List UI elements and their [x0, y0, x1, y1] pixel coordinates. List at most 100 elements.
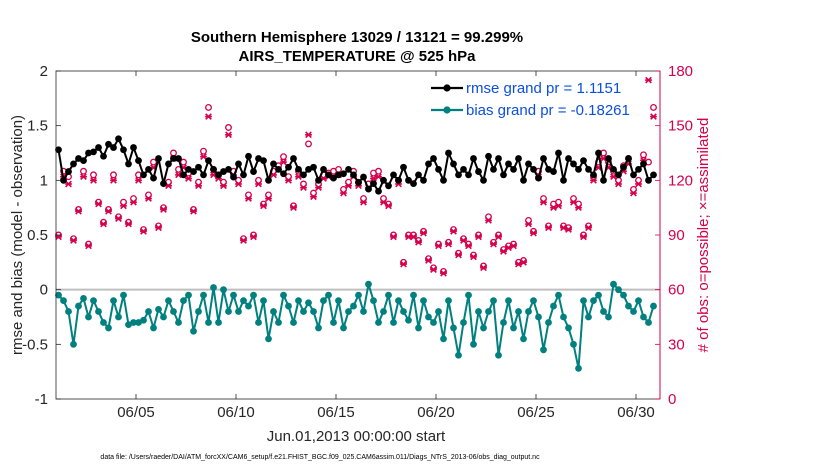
bias-point	[625, 302, 632, 310]
x-tick-label: 06/05	[117, 404, 155, 421]
rmse-point	[230, 173, 237, 181]
bias-point	[405, 316, 412, 324]
rmse-point	[210, 166, 217, 173]
bias-point	[470, 340, 477, 348]
rmse-point	[650, 171, 657, 179]
rmse-point	[280, 170, 287, 178]
obs-assimilated-point	[360, 198, 367, 206]
obs-assimilated-point	[510, 242, 517, 250]
obs-assimilated-point	[300, 184, 307, 191]
obs-assimilated-point	[290, 204, 297, 212]
bias-point	[80, 295, 87, 302]
bias-point	[465, 291, 472, 299]
obs-possible-point	[375, 167, 382, 175]
rmse-point	[425, 160, 432, 168]
obs-assimilated-point	[85, 242, 92, 250]
bias-point	[555, 291, 562, 299]
obs-assimilated-point	[465, 242, 472, 250]
y-tick-label: 0	[40, 282, 48, 299]
bias-point	[100, 319, 107, 326]
bias-point	[535, 313, 542, 321]
rmse-point	[515, 155, 522, 162]
rmse-point	[195, 163, 202, 171]
obs-assimilated-point	[495, 233, 502, 241]
obs-assimilated-point	[485, 217, 492, 224]
obs-assimilated-point	[420, 229, 427, 237]
bias-point	[95, 308, 102, 315]
bias-point	[170, 308, 177, 315]
obs-assimilated-point	[315, 184, 322, 191]
obs-assimilated-point	[425, 257, 432, 264]
bias-point	[320, 297, 327, 304]
obs-assimilated-point	[650, 113, 657, 120]
bias-point	[215, 319, 222, 326]
rmse-point	[500, 171, 507, 179]
bias-point	[560, 313, 567, 321]
obs-assimilated-point	[380, 198, 387, 206]
bias-point	[410, 291, 417, 299]
obs-possible-point	[640, 151, 647, 159]
obs-assimilated-point	[190, 207, 197, 215]
obs-assimilated-point	[280, 158, 287, 166]
bias-point	[430, 319, 437, 326]
bias-point	[230, 291, 237, 299]
bias-point	[550, 302, 557, 310]
x-axis-label: Jun.01,2013 00:00:00 start	[267, 428, 446, 445]
bias-point	[375, 319, 382, 326]
rmse-point	[115, 135, 122, 143]
obs-assimilated-point	[540, 198, 547, 206]
obs-assimilated-point	[80, 173, 87, 181]
bias-point	[630, 308, 637, 315]
obs-assimilated-point	[385, 202, 392, 210]
rmse-point	[170, 155, 177, 162]
obs-assimilated-point	[470, 253, 477, 261]
bias-point	[285, 302, 292, 310]
rmse-point	[475, 168, 482, 175]
rmse-point	[80, 157, 87, 165]
bias-point	[60, 297, 67, 304]
rmse-point	[275, 166, 282, 173]
rmse-point	[590, 171, 597, 179]
rmse-point	[410, 180, 417, 188]
rmse-point	[435, 166, 442, 173]
rmse-point	[240, 171, 247, 179]
bias-point	[335, 297, 342, 304]
rmse-point	[350, 171, 357, 179]
bias-point	[370, 297, 377, 304]
obs-assimilated-point	[100, 220, 107, 228]
y-tick-label-right: 180	[668, 63, 693, 80]
obs-possible-point	[110, 171, 117, 179]
obs-assimilated-point	[450, 227, 457, 235]
obs-assimilated-point	[225, 131, 232, 139]
bias-point	[515, 308, 522, 315]
rmse-point	[535, 174, 542, 182]
x-tick-label: 06/25	[517, 404, 555, 421]
rmse-point	[365, 185, 372, 193]
obs-assimilated-point	[220, 182, 227, 190]
y-tick-label: -0.5	[22, 336, 48, 353]
bias-point	[460, 319, 467, 326]
rmse-point	[105, 140, 112, 148]
bias-point	[580, 297, 587, 304]
rmse-point	[150, 174, 157, 182]
obs-assimilated-point	[115, 215, 122, 222]
rmse-point	[270, 160, 277, 168]
chart-subtitle: AIRS_TEMPERATURE @ 525 hPa	[239, 48, 477, 65]
obs-assimilated-point	[445, 240, 452, 248]
rmse-point	[135, 157, 142, 165]
y-tick-label-right: 60	[668, 282, 685, 299]
rmse-point	[485, 152, 492, 160]
obs-assimilated-point	[75, 207, 82, 215]
bias-point	[275, 319, 282, 326]
rmse-point	[520, 176, 527, 184]
rmse-point	[395, 176, 402, 184]
rmse-point	[470, 155, 477, 162]
y-tick-label: -1	[35, 391, 48, 408]
rmse-point	[580, 157, 587, 165]
bias-point	[280, 291, 287, 299]
rmse-point	[390, 171, 397, 179]
bias-point	[540, 346, 547, 354]
rmse-point	[110, 144, 117, 151]
rmse-point	[615, 171, 622, 179]
